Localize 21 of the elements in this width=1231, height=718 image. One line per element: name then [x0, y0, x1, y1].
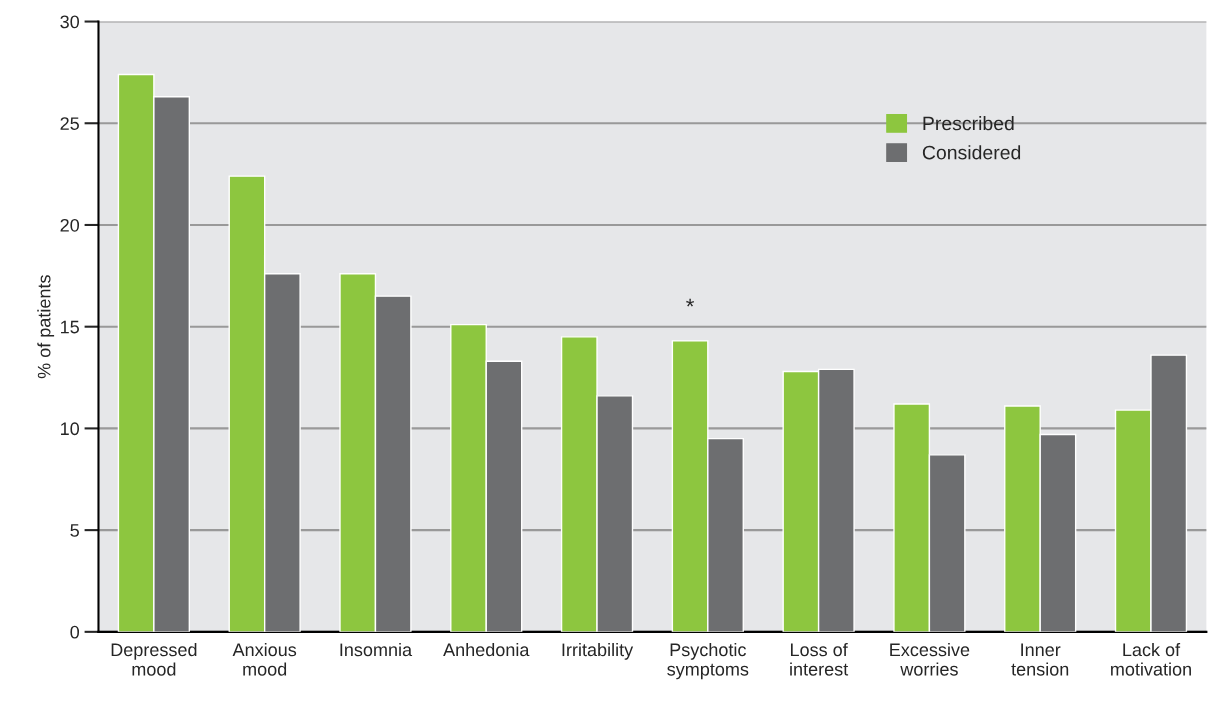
y-tick-label: 30 — [60, 15, 80, 29]
y-tick-label: 10 — [61, 422, 80, 436]
x-tick-label: Inner tension — [1011, 643, 1069, 676]
y-tick-label: 5 — [70, 524, 79, 537]
y-tick-label: 0 — [70, 625, 80, 639]
x-tick-label: Anxious mood — [232, 642, 297, 676]
x-tick-label: Irritability — [562, 642, 634, 660]
annotation: * — [686, 298, 695, 307]
y-tick-label: 25 — [60, 117, 79, 130]
y-tick-label: 20 — [60, 218, 80, 232]
legend-label: Considered — [922, 145, 1021, 160]
x-tick-label: Insomnia — [340, 642, 413, 657]
x-tick-label: Psychotic symptoms — [667, 642, 749, 680]
y-axis-title: % of patients — [37, 275, 55, 379]
x-tick-label: Anhedonia — [443, 642, 530, 657]
x-tick-label: Depressed mood — [111, 642, 197, 676]
x-tick-label: Lack of motivation — [1111, 642, 1191, 676]
x-tick-label: Loss of interest — [790, 642, 849, 676]
legend-label: Prescribed — [923, 116, 1014, 131]
y-tick-label: 15 — [61, 320, 79, 334]
x-tick-label: Excessive worries — [890, 642, 970, 676]
